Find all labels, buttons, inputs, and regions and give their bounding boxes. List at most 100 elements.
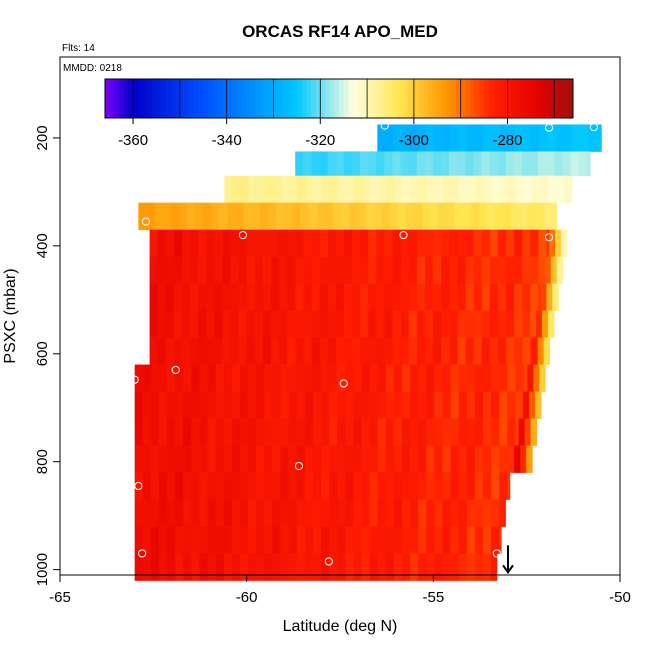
colorbar-segment <box>474 79 480 118</box>
heatmap-cell <box>401 364 411 392</box>
heatmap-cell <box>272 553 281 581</box>
heatmap-cell <box>173 337 183 365</box>
heatmap-cell <box>256 553 265 581</box>
colorbar-segment <box>535 79 541 118</box>
colorbar-segment <box>212 79 218 118</box>
heatmap-edge-cell <box>528 391 536 419</box>
heatmap-cell <box>239 364 249 392</box>
heatmap-cell <box>421 202 431 231</box>
heatmap-cell <box>442 553 451 581</box>
colorbar-segment <box>460 79 466 118</box>
colorbar-segment <box>179 79 186 118</box>
heatmap-cell <box>393 391 403 419</box>
heatmap-cell <box>393 418 403 446</box>
heatmap-cell <box>327 229 337 258</box>
heatmap-cell <box>466 526 476 554</box>
date-label: MMDD: 0218 <box>63 63 122 74</box>
heatmap-cell <box>222 310 231 338</box>
heatmap-cell <box>304 445 314 473</box>
heatmap-cell <box>434 499 443 527</box>
heatmap-cell <box>222 256 231 285</box>
colorbar-segment <box>320 79 326 118</box>
heatmap-cell <box>352 229 361 258</box>
heatmap-cell <box>425 256 434 285</box>
heatmap-cell <box>157 283 167 312</box>
heatmap-cell <box>191 364 200 392</box>
heatmap-cell <box>465 256 474 285</box>
heatmap-cell <box>482 364 492 392</box>
heatmap-cell <box>215 499 225 527</box>
heatmap-cell <box>465 229 474 258</box>
heatmap-cell <box>514 229 523 258</box>
heatmap-cell <box>530 229 539 258</box>
heatmap-cell <box>401 526 411 554</box>
heatmap-cell <box>434 445 443 473</box>
heatmap-cell <box>489 310 499 338</box>
heatmap-cell <box>474 391 484 419</box>
colorbar-tick-label: -320 <box>305 132 335 149</box>
heatmap-cell <box>410 445 419 473</box>
heatmap-cell <box>497 256 507 285</box>
heatmap-cell <box>352 337 361 365</box>
heatmap-cell <box>191 553 200 581</box>
heatmap-cell <box>551 202 557 231</box>
heatmap-cell <box>191 499 200 527</box>
heatmap-cell <box>238 310 248 338</box>
heatmap-cell <box>416 283 426 312</box>
heatmap-cell <box>165 283 175 312</box>
heatmap-cell <box>207 445 217 473</box>
heatmap-cell <box>271 229 280 258</box>
heatmap-cell <box>264 445 273 473</box>
colorbar-segment <box>217 79 223 118</box>
colorbar-segment <box>498 79 504 118</box>
heatmap-cell <box>401 418 411 446</box>
heatmap-cell <box>219 202 228 231</box>
colorbar-segment <box>133 79 139 118</box>
heatmap-cell <box>345 364 354 392</box>
heatmap-cell <box>507 364 516 392</box>
heatmap-cell <box>489 283 499 312</box>
heatmap-cell <box>279 337 288 365</box>
heatmap-cell <box>173 310 183 338</box>
heatmap-cell <box>256 499 265 527</box>
heatmap-cell <box>199 418 208 446</box>
heatmap-cell <box>376 310 385 338</box>
heatmap-cell <box>466 472 476 500</box>
heatmap-cell <box>377 124 386 152</box>
heatmap-cell <box>491 553 498 581</box>
heatmap-cell <box>457 256 466 285</box>
heatmap-cell <box>507 175 517 204</box>
heatmap-cell <box>190 310 199 338</box>
heatmap-cell <box>223 526 233 554</box>
heatmap-cell <box>329 526 338 554</box>
heatmap-cell <box>418 553 427 581</box>
heatmap-cell <box>149 229 159 258</box>
heatmap-cell <box>449 256 458 285</box>
heatmap-cell <box>223 391 233 419</box>
heatmap-cell <box>530 283 539 312</box>
heatmap-cell <box>272 445 281 473</box>
heatmap-cell <box>280 472 289 500</box>
colorbar-tick-label: -340 <box>212 132 242 149</box>
observation-marker <box>544 123 554 132</box>
heatmap-cell <box>369 364 379 392</box>
heatmap-cell <box>214 337 223 365</box>
heatmap-edge-cell <box>549 229 556 258</box>
colorbar-segment <box>245 79 251 118</box>
heatmap-cell <box>158 445 168 473</box>
heatmap-cell <box>385 124 394 152</box>
heatmap-cell <box>454 202 463 231</box>
heatmap-cell <box>142 499 152 527</box>
colorbar-segment <box>479 79 485 118</box>
heatmap-cell <box>206 256 215 285</box>
colorbar-segment <box>376 79 382 118</box>
colorbar-segment <box>516 79 523 118</box>
heatmap-cell <box>450 472 460 500</box>
heatmap-cell <box>352 283 361 312</box>
colorbar-segment <box>554 79 560 118</box>
heatmap-cell <box>199 526 208 554</box>
heatmap-cell <box>426 526 435 554</box>
heatmap-cell <box>230 256 240 285</box>
heatmap-cell <box>335 283 345 312</box>
heatmap-cell <box>288 391 298 419</box>
